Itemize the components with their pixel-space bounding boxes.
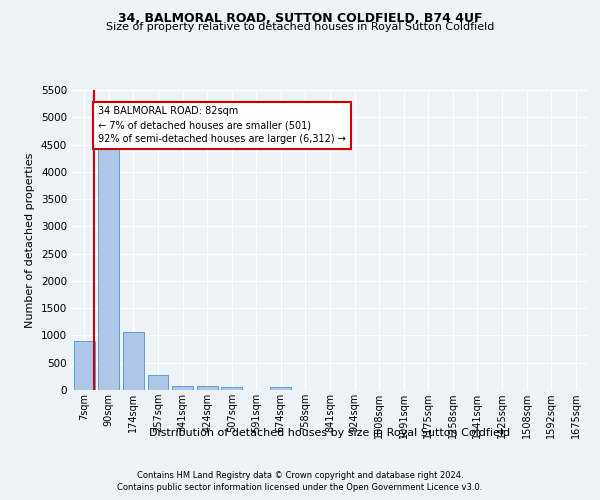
Text: Distribution of detached houses by size in Royal Sutton Coldfield: Distribution of detached houses by size … (149, 428, 511, 438)
Bar (74, 341, 95, 390)
Bar (148, 374, 169, 390)
Text: Size of property relative to detached houses in Royal Sutton Coldfield: Size of property relative to detached ho… (106, 22, 494, 32)
Text: 34 BALMORAL ROAD: 82sqm
← 7% of detached houses are smaller (501)
92% of semi-de: 34 BALMORAL ROAD: 82sqm ← 7% of detached… (98, 106, 346, 144)
Bar (98, 144, 119, 390)
Text: Contains public sector information licensed under the Open Government Licence v3: Contains public sector information licen… (118, 483, 482, 492)
Bar (271, 387, 292, 390)
Bar (172, 386, 193, 390)
Text: 34, BALMORAL ROAD, SUTTON COLDFIELD, B74 4UF: 34, BALMORAL ROAD, SUTTON COLDFIELD, B74… (118, 12, 482, 26)
Text: Contains HM Land Registry data © Crown copyright and database right 2024.: Contains HM Land Registry data © Crown c… (137, 472, 463, 480)
Bar (221, 386, 242, 390)
Bar (197, 386, 218, 390)
Bar (123, 332, 144, 390)
Y-axis label: Number of detached properties: Number of detached properties (25, 152, 35, 328)
